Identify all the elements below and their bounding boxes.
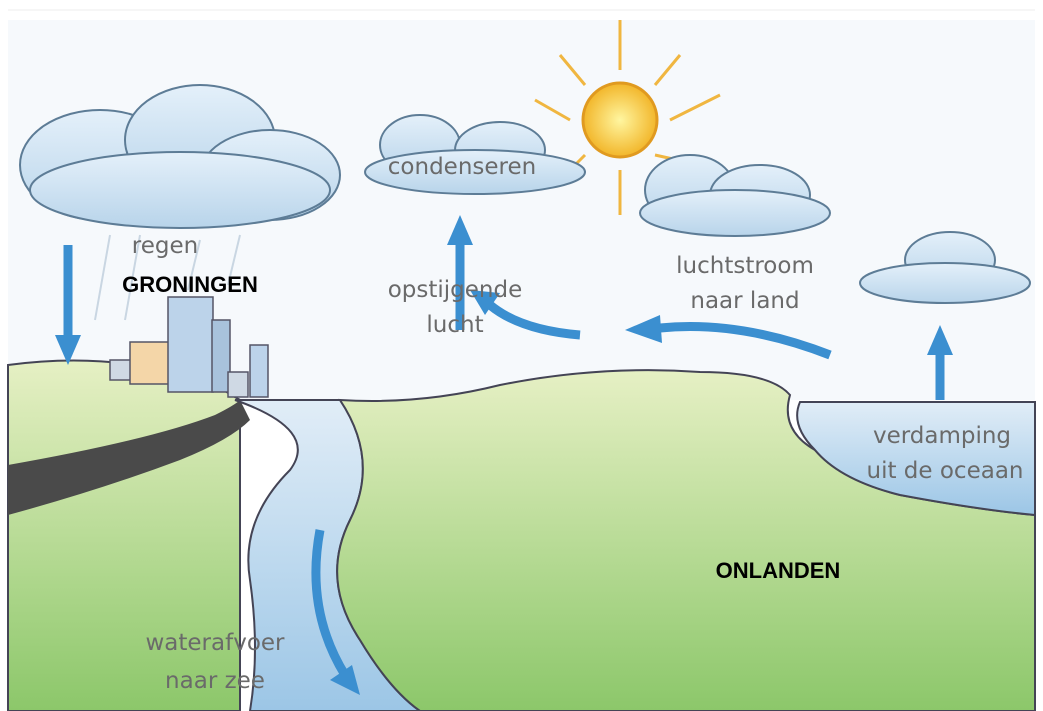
evaporation-label: verdamping <box>873 423 1011 449</box>
rising-label: opstijgende <box>388 277 523 303</box>
area-label: ONLANDEN <box>716 558 841 583</box>
left-hill <box>7 359 241 711</box>
runoff-label: waterafvoer <box>145 630 285 656</box>
condense-label: condenseren <box>388 154 536 180</box>
rising-label: lucht <box>426 312 483 338</box>
arrows <box>55 215 953 695</box>
city-buildings <box>109 296 269 398</box>
runoff-label: naar zee <box>165 668 265 694</box>
road <box>8 400 250 515</box>
ocean <box>796 401 1036 517</box>
rain-cloud <box>19 84 341 229</box>
rain <box>94 234 241 321</box>
airflow-label: luchtstroom <box>676 253 814 279</box>
middle-cloud <box>639 154 831 237</box>
condense-cloud <box>364 114 586 195</box>
airflow-label: naar land <box>690 288 799 314</box>
city-label: GRONINGEN <box>122 272 258 297</box>
ocean-cloud <box>859 231 1031 304</box>
evaporation-label: uit de oceaan <box>867 458 1024 484</box>
rain-label: regen <box>132 233 198 259</box>
